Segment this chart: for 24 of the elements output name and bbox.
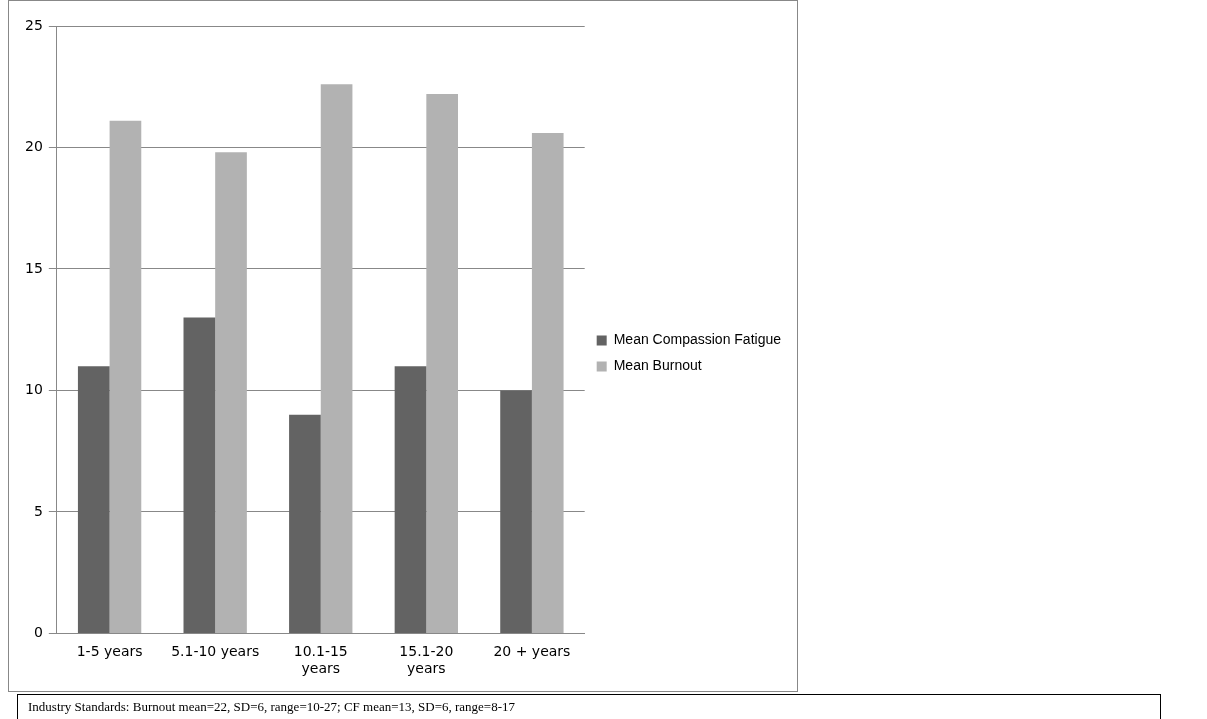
y-tick-label: 0 (33, 624, 43, 641)
bar (320, 84, 353, 633)
y-tick-label: 15 (24, 259, 43, 276)
legend-label: Mean Compassion Fatigue (613, 331, 782, 348)
x-tick-label: 15.1-20 years (399, 643, 454, 677)
y-tick-label: 5 (33, 502, 43, 519)
bar (500, 390, 532, 633)
y-tick-label: 25 (24, 16, 43, 33)
bar (109, 120, 142, 633)
bar (289, 414, 321, 633)
bar (531, 132, 564, 633)
x-tick-label: 20 + years (493, 643, 571, 660)
x-tick-label: 10.1-15 years (293, 643, 348, 677)
bar (77, 366, 110, 633)
x-tick-label: 1-5 years (76, 643, 143, 660)
text: Industry Standards: Burnout mean=22, SD=6, range=10-27; CF mean=13, SD=6, range=8-17 (28, 699, 516, 715)
bar (215, 152, 247, 633)
bar (426, 94, 458, 633)
y-tick-label: 10 (24, 381, 43, 398)
bar (394, 366, 427, 633)
bar (183, 317, 216, 633)
x-tick-label: 5.1-10 years (171, 643, 260, 660)
y-tick-label: 20 (24, 138, 43, 155)
legend-label: Mean Burnout (613, 357, 702, 374)
